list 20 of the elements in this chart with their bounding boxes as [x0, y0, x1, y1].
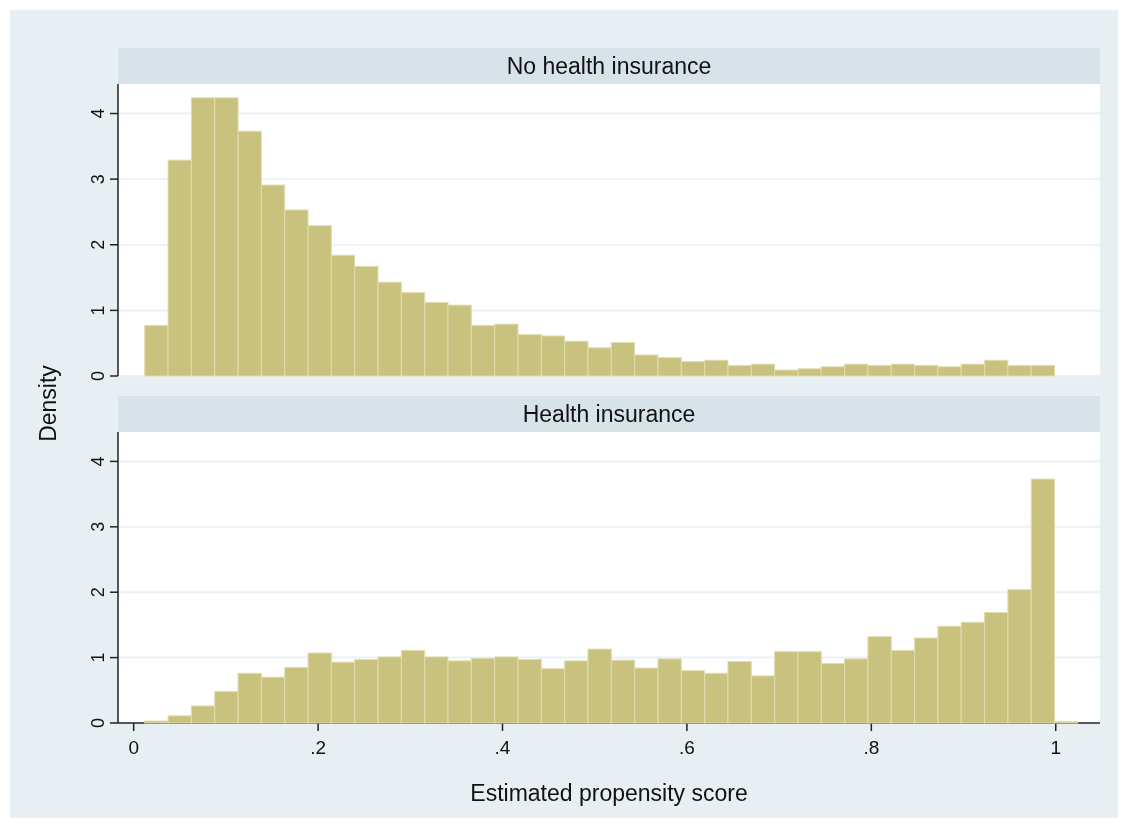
chart-title: Health insurance — [522, 401, 696, 427]
chart-title: No health insurance — [506, 53, 712, 79]
x-tick-label: .8 — [863, 737, 880, 758]
y-tick-label: 1 — [88, 652, 108, 663]
x-tick-label: .2 — [310, 737, 327, 758]
y-tick-label: 4 — [88, 108, 108, 119]
x-tick-label: .4 — [494, 737, 511, 758]
y-tick-label: 0 — [88, 717, 108, 729]
y-tick-label: 2 — [88, 587, 108, 598]
x-tick-label: 1 — [1050, 737, 1062, 758]
y-tick-label: 4 — [88, 456, 108, 467]
y-tick-label: 2 — [88, 239, 108, 250]
y-tick-label: 3 — [88, 174, 108, 185]
x-axis-title: Estimated propensity score — [470, 780, 748, 806]
y-axis-title: Density — [35, 364, 61, 442]
y-tick-label: 0 — [88, 370, 108, 382]
y-tick-label: 1 — [88, 305, 108, 316]
x-tick-label: 0 — [128, 737, 139, 758]
y-tick-label: 3 — [88, 521, 108, 532]
x-tick-label: .6 — [678, 737, 695, 758]
